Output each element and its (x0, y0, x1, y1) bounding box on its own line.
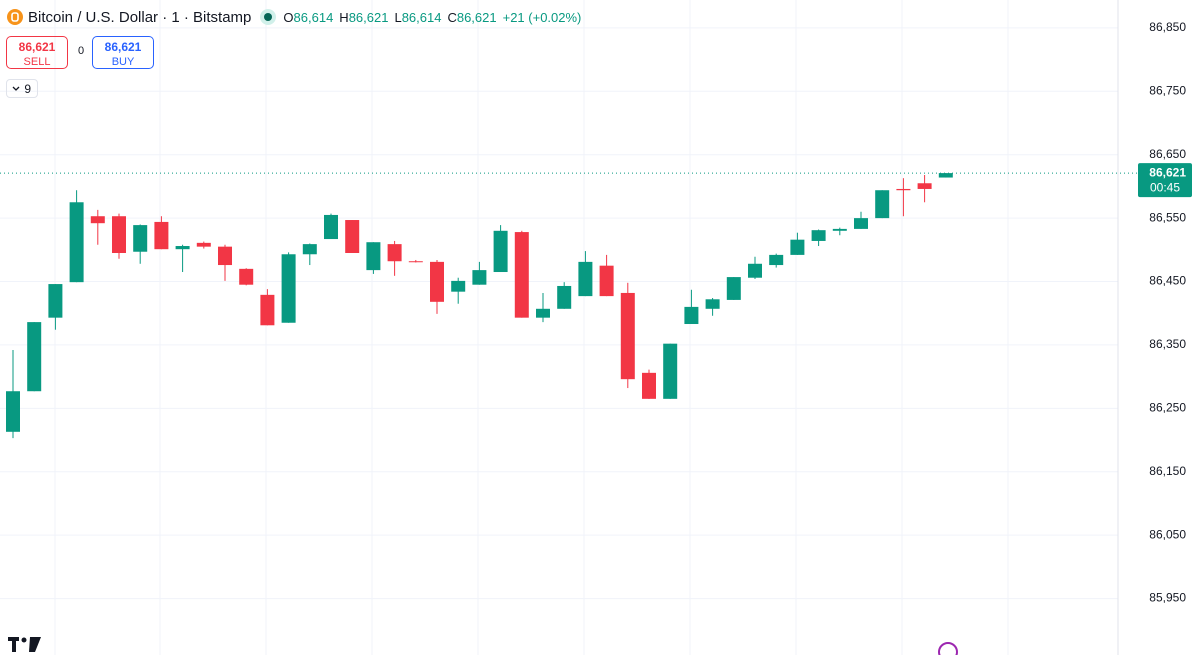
candle-body (6, 391, 20, 432)
ohlc-value: 86,621 (456, 9, 497, 25)
ohlc-value: 86,614 (293, 9, 334, 25)
ohlc-label: L (394, 9, 402, 25)
logo-part (12, 637, 16, 652)
chevron (12, 86, 20, 91)
y-tick-label: 86,750 (1149, 83, 1186, 97)
ohlc-label: C (447, 9, 457, 25)
candle-body (578, 261, 593, 297)
y-tick-label: 86,550 (1149, 210, 1186, 224)
candle-body (218, 246, 232, 266)
last-price-tag (1138, 163, 1192, 198)
y-tick-label: 86,150 (1149, 464, 1186, 478)
candle-body (493, 230, 508, 273)
candle-body (875, 190, 890, 219)
chevron-path (12, 86, 20, 91)
candle-body (557, 285, 572, 309)
candle-body (260, 294, 275, 326)
y-tick-label: 86,650 (1149, 147, 1186, 161)
y-tick-label: 86,450 (1149, 274, 1186, 288)
candle-body (112, 216, 126, 253)
buy-price: 86,621 (104, 40, 142, 54)
y-tick-label: 86,350 (1149, 337, 1186, 351)
candle-body (387, 244, 402, 262)
buy-button[interactable]: 86,621 BUY (92, 36, 154, 69)
candle-body (175, 246, 190, 250)
candle-body (642, 372, 656, 399)
indicators-count: 9 (24, 82, 32, 96)
candle-body (90, 216, 105, 224)
y-tick-label: 85,950 (1149, 591, 1186, 605)
spread: 0 (78, 45, 85, 57)
candle-body (726, 277, 741, 300)
ohlc: O86,614 H86,621 L86,614 C86,621 (283, 10, 496, 25)
y-tick-label: 86,250 (1149, 401, 1186, 415)
icon-glyph (11, 12, 19, 22)
buy-label: BUY (111, 56, 135, 68)
tv-logo (8, 637, 41, 652)
y-tick-label: 86,050 (1149, 527, 1186, 541)
icon-circle (7, 9, 23, 25)
candle-body (599, 265, 614, 297)
candle-body (536, 308, 550, 318)
sell-button[interactable]: 86,621 SELL (6, 36, 68, 69)
candle-body (832, 228, 847, 231)
candle-body (324, 214, 338, 240)
logo-part (21, 637, 27, 643)
candle-body (663, 343, 678, 399)
last-price-label: 86,621 (1149, 165, 1186, 179)
legend: Bitcoin / U.S. Dollar · 1 · Bitstamp O86… (6, 8, 581, 26)
candle-body (705, 299, 720, 309)
candle-body (896, 188, 911, 191)
candle-body (345, 220, 360, 253)
candle-body (430, 261, 444, 302)
candle-body (917, 183, 932, 189)
candle-body (684, 306, 699, 325)
sell-price: 86,621 (18, 40, 56, 54)
status-dot (260, 9, 277, 25)
candle-body (938, 173, 953, 178)
candle-body (69, 202, 84, 283)
candle-body (196, 242, 211, 247)
countdown: 00:45 (1150, 180, 1180, 194)
candle-body (239, 268, 254, 285)
candle-body (854, 218, 868, 229)
ohlc-label: H (339, 9, 349, 25)
candle-body (790, 239, 805, 255)
dot (264, 13, 273, 21)
candle-body (472, 270, 487, 285)
candle-body (133, 225, 148, 252)
alert-icon[interactable] (938, 642, 958, 655)
candle-body (811, 230, 826, 241)
ohlc-label: O (283, 9, 294, 25)
indicators-toggle[interactable]: 9 (6, 79, 38, 98)
logo-part (29, 637, 41, 652)
candle-body (27, 322, 42, 392)
title: Bitcoin / U.S. Dollar · 1 · Bitstamp (28, 8, 252, 26)
candle-body (366, 242, 381, 271)
ohlc-value: 86,614 (401, 9, 442, 25)
y-tick-label: 86,850 (1149, 20, 1186, 34)
candle-body (748, 263, 762, 278)
candle-body (620, 292, 635, 380)
ohlc-value: 86,621 (348, 9, 389, 25)
change: +21 (+0.02%) (502, 9, 582, 25)
candle-body (408, 261, 423, 263)
candle-body (769, 254, 784, 266)
sell-label: SELL (23, 56, 51, 68)
grid (0, 0, 1118, 655)
btc-icon (7, 9, 23, 25)
candle-body (154, 221, 169, 250)
candle-body (48, 284, 63, 318)
candle-body (514, 232, 529, 318)
candle-body (281, 254, 296, 323)
candle-body (451, 280, 466, 292)
candle-body (302, 244, 317, 255)
